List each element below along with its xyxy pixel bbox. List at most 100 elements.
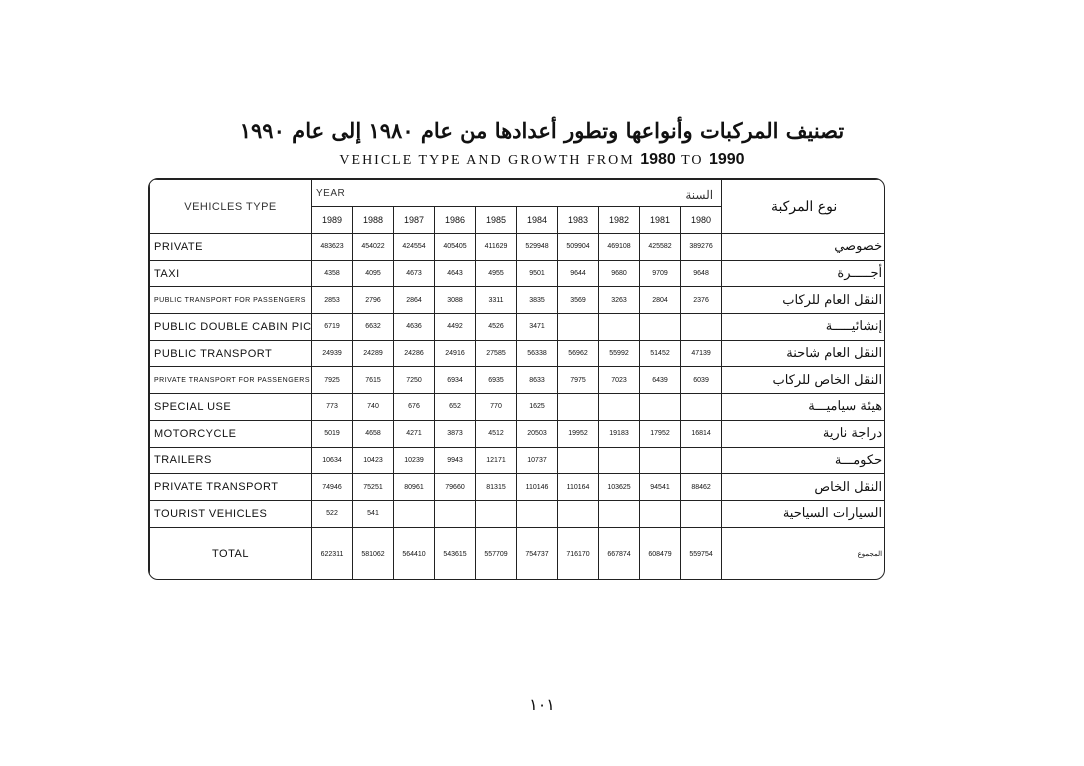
value-cell: 770 — [475, 393, 517, 421]
value-cell: 74946 — [311, 473, 353, 501]
year-header-cell: 1981 — [639, 206, 681, 234]
row-label-ar: أجـــــرة — [721, 259, 884, 288]
value-cell: 9709 — [639, 259, 681, 288]
value-cell: 529948 — [516, 233, 558, 261]
value-cell: 557709 — [475, 526, 517, 579]
year-header-cell: 1988 — [352, 206, 394, 234]
title-en-to-word: TO — [681, 153, 704, 168]
value-cell: 2376 — [679, 286, 723, 315]
table-row: PUBLIC TRANSPORT 24939 24289 24286 24916 2758… — [149, 339, 884, 368]
value-cell: 10239 — [393, 446, 435, 475]
value-cell: 6934 — [434, 366, 476, 395]
table-row: TAXI 4358 4095 4673 4643 4955 9501 9644 9680 9709… — [149, 259, 884, 288]
value-cell: 9648 — [679, 259, 723, 288]
value-cell: 6632 — [352, 313, 394, 341]
value-cell: 424554 — [393, 233, 435, 261]
value-cell — [679, 499, 723, 528]
row-label-en: TOURIST VEHICLES — [149, 499, 312, 528]
value-cell: 4095 — [352, 259, 394, 288]
value-cell: 24939 — [311, 339, 353, 368]
header-type-ar: نوع المركبة — [721, 179, 884, 234]
value-cell: 8633 — [516, 366, 558, 395]
title-arabic: تصنيف المركبات وأنواعها وتطور أعدادها من… — [239, 118, 845, 143]
value-cell: 3569 — [557, 286, 599, 315]
value-cell: 4271 — [393, 419, 435, 448]
value-cell: 3088 — [434, 286, 476, 315]
value-cell — [639, 393, 681, 421]
value-cell: 541 — [352, 499, 394, 528]
value-cell: 10423 — [352, 446, 394, 475]
value-cell — [598, 499, 640, 528]
value-cell: 676 — [393, 393, 435, 421]
row-label-en: PUBLIC DOUBLE CABIN PICKUP — [149, 313, 312, 341]
value-cell: 2864 — [393, 286, 435, 315]
row-label-ar: السيارات السياحية — [721, 499, 884, 528]
row-label-en: PUBLIC TRANSPORT — [149, 339, 312, 368]
value-cell — [557, 446, 599, 475]
value-cell: 81315 — [475, 473, 517, 501]
value-cell: 3311 — [475, 286, 517, 315]
value-cell: 19952 — [557, 419, 599, 448]
title-english: VEHICLE TYPE AND GROWTH FROM 1980 TO 199… — [0, 151, 1084, 169]
value-cell: 5019 — [311, 419, 353, 448]
value-cell: 509904 — [557, 233, 599, 261]
value-cell: 24286 — [393, 339, 435, 368]
value-cell — [639, 499, 681, 528]
value-cell: 7023 — [598, 366, 640, 395]
value-cell: 389276 — [679, 233, 723, 261]
value-cell: 7925 — [311, 366, 353, 395]
header-year: YEAR السنة — [310, 179, 723, 207]
vehicle-table-frame: VEHICLES TYPE YEAR السنة نوع المركبة 198… — [148, 178, 885, 580]
value-cell: 559754 — [679, 526, 723, 579]
value-cell: 79660 — [434, 473, 476, 501]
year-header-cell: 1989 — [311, 206, 353, 234]
value-cell: 19183 — [598, 419, 640, 448]
value-cell: 3471 — [516, 313, 558, 341]
value-cell: 622311 — [311, 526, 353, 579]
value-cell — [557, 393, 599, 421]
value-cell: 12171 — [475, 446, 517, 475]
value-cell: 7975 — [557, 366, 599, 395]
value-cell — [557, 313, 599, 341]
value-cell: 667874 — [598, 526, 640, 579]
table-row: PUBLIC DOUBLE CABIN PICKUP67196632463644… — [149, 313, 884, 341]
value-cell: 94541 — [639, 473, 681, 501]
value-cell: 27585 — [475, 339, 517, 368]
value-cell — [639, 446, 681, 475]
value-cell: 10634 — [311, 446, 353, 475]
value-cell: 75251 — [352, 473, 394, 501]
value-cell: 564410 — [393, 526, 435, 579]
value-cell: 10737 — [516, 446, 558, 475]
row-label-en: MOTORCYCLE — [149, 419, 312, 448]
value-cell: 522 — [311, 499, 353, 528]
row-label-en: PUBLIC TRANSPORT FOR PASSENGERS — [149, 286, 312, 315]
value-cell: 454022 — [352, 233, 394, 261]
row-label-ar: هيئة سياميـــة — [721, 393, 884, 421]
row-label-ar: المجموع — [721, 526, 884, 579]
value-cell: 88462 — [679, 473, 723, 501]
value-cell: 754737 — [516, 526, 558, 579]
value-cell: 4358 — [311, 259, 353, 288]
title-en-to: 1990 — [708, 151, 745, 168]
header-year-ar: السنة — [685, 187, 714, 202]
row-label-ar: النقل العام للركاب — [721, 286, 884, 315]
table-row: PRIVATE TRANSPORT 74946 75251 80961 79660 813… — [149, 473, 884, 501]
value-cell: 20503 — [516, 419, 558, 448]
value-cell: 405405 — [434, 233, 476, 261]
value-cell: 773 — [311, 393, 353, 421]
value-cell: 2804 — [639, 286, 681, 315]
value-cell: 55992 — [598, 339, 640, 368]
value-cell: 47139 — [679, 339, 723, 368]
value-cell: 4658 — [352, 419, 394, 448]
table-row: MOTORCYCLE 5019 4658 4271 3873 4512 20503 19952… — [149, 419, 884, 448]
value-cell: 716170 — [557, 526, 599, 579]
year-header-cell: 1982 — [598, 206, 640, 234]
value-cell: 483623 — [311, 233, 353, 261]
value-cell — [679, 446, 723, 475]
value-cell — [434, 499, 476, 528]
value-cell: 56338 — [516, 339, 558, 368]
value-cell: 110164 — [557, 473, 599, 501]
value-cell: 469108 — [598, 233, 640, 261]
value-cell: 9943 — [434, 446, 476, 475]
value-cell — [679, 313, 723, 341]
